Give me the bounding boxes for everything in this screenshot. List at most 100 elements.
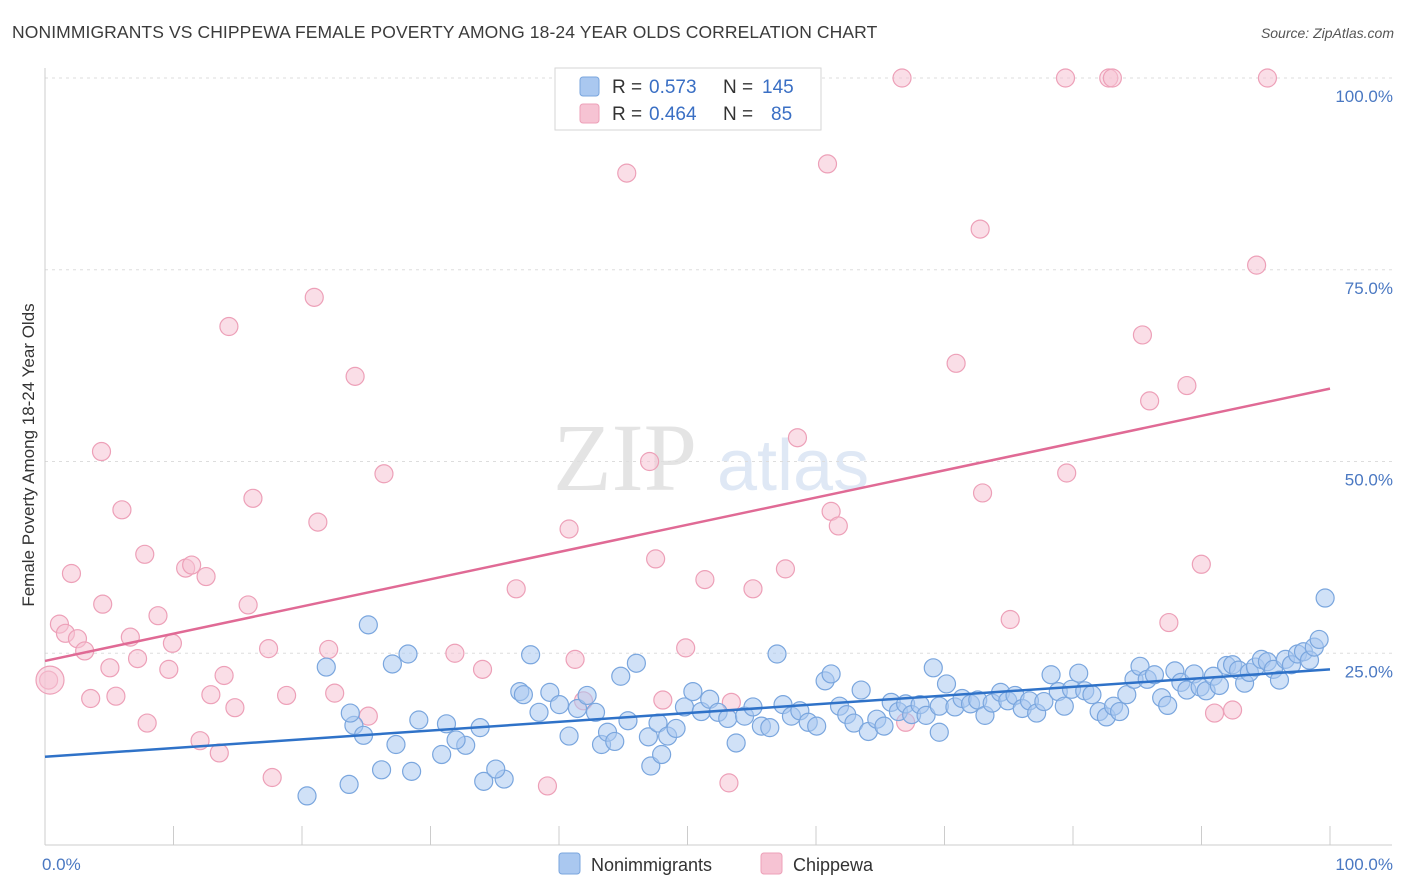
chippewa-point-7	[91, 441, 112, 462]
nonimmigrants-point-127	[1269, 670, 1290, 690]
nonimmigrants-point-94	[1054, 696, 1074, 716]
nonimmigrants-point-53	[760, 718, 780, 738]
chippewa-point-58	[817, 154, 838, 174]
y-tick-label-0: 25.0%	[1345, 662, 1393, 681]
chippewa-point-14	[135, 544, 155, 564]
legend-n-label-1: N =	[723, 104, 753, 125]
gridlines	[45, 77, 1392, 654]
legend-r-label-0: R =	[612, 77, 642, 98]
chippewa-point-30	[258, 639, 279, 659]
chippewa-point-10	[106, 686, 126, 706]
chippewa-point-57	[787, 428, 808, 448]
chippewa-point-66	[1000, 609, 1020, 630]
trend-lines	[44, 387, 1331, 759]
bottom-legend-chippewa: Chippewa	[793, 855, 874, 875]
chippewa-point-6	[81, 688, 101, 709]
nonimmigrants-point-68	[874, 716, 894, 736]
chippewa-point-28	[238, 595, 258, 615]
x-tick-label-0: 0.0%	[42, 855, 81, 874]
nonimmigrants-point-91	[1034, 691, 1054, 712]
chippewa-point-29	[243, 488, 263, 508]
chippewa-point-73	[1159, 612, 1179, 633]
nonimmigrants-point-22	[398, 644, 418, 664]
nonimmigrants-point-76	[929, 722, 949, 742]
chippewa-point-22	[196, 566, 216, 587]
x-tick-label-1: 100.0%	[1335, 855, 1393, 874]
nonimmigrants-point-102	[1109, 701, 1130, 722]
nonimmigrants-trend-line	[44, 668, 1331, 759]
nonimmigrants-point-64	[844, 713, 864, 733]
chippewa-point-41	[472, 659, 493, 679]
y-tick-label-2: 75.0%	[1345, 279, 1393, 298]
nonimmigrants-point-25	[521, 645, 541, 665]
chippewa-point-51	[676, 638, 696, 658]
nonimmigrants-point-12	[446, 730, 466, 750]
nonimmigrants-point-74	[916, 705, 936, 725]
bottom-legend-nonimmigrants: Nonimmigrants	[591, 855, 712, 875]
nonimmigrants-point-20	[316, 657, 336, 677]
chippewa-point-60	[828, 516, 848, 536]
y-tick-label-3: 100.0%	[1335, 87, 1393, 106]
chippewa-point-49	[646, 549, 666, 569]
chippewa-point-27	[225, 698, 245, 718]
chippewa-point-48	[640, 451, 660, 472]
legend-n-label-0: N =	[723, 77, 753, 98]
nonimmigrants-point-5	[474, 771, 494, 791]
nonimmigrants-point-109	[1158, 695, 1178, 716]
chippewa-point-74	[1177, 375, 1197, 396]
chippewa-point-3	[61, 563, 82, 584]
chippewa-point-42	[506, 579, 526, 599]
legend-r-value-1: 0.464	[649, 104, 697, 125]
nonimmigrants-point-92	[1041, 665, 1061, 685]
chippewa-point-72	[1140, 391, 1160, 411]
nonimmigrants-point-31	[577, 685, 597, 706]
chippewa-point-52	[695, 570, 715, 590]
nonimmigrants-point-134	[1309, 629, 1329, 650]
axes	[44, 68, 1392, 846]
chippewa-point-50	[653, 690, 673, 710]
chippewa-point-37	[345, 366, 365, 386]
chippewa-point-43	[537, 776, 558, 796]
nonimmigrants-point-9	[486, 759, 506, 779]
chippewa-point-55	[743, 579, 763, 599]
bottom-legend-swatch-nonimmigrants	[558, 852, 581, 875]
nonimmigrants-point-14	[409, 710, 429, 730]
source-label: Source: ZipAtlas.com	[1260, 25, 1394, 41]
chippewa-point-17	[159, 659, 179, 679]
chart-title: NONIMMIGRANTS VS CHIPPEWA FEMALE POVERTY…	[12, 22, 878, 42]
legend-n-value-0: 145	[762, 77, 794, 98]
chippewa-point-9	[100, 658, 120, 678]
nonimmigrants-point-54	[767, 644, 787, 664]
chippewa-point-64	[970, 219, 990, 239]
chippewa-point-47	[617, 163, 637, 183]
chippewa-point-33	[304, 287, 324, 307]
nonimmigrants-point-98	[1082, 685, 1102, 705]
nonimmigrants-point-135	[1315, 588, 1335, 608]
y-tick-label-1: 50.0%	[1345, 471, 1393, 490]
chippewa-point-68	[1057, 463, 1077, 483]
chippewa-point-32	[277, 685, 297, 706]
chippewa-point-44	[559, 519, 579, 539]
chippewa-point-61	[892, 68, 912, 88]
chippewa-point-8	[93, 594, 113, 614]
nonimmigrants-point-39	[638, 727, 659, 747]
chippewa-point-36	[325, 683, 345, 703]
nonimmigrants-point-44	[683, 681, 703, 702]
nonimmigrants-point-4	[432, 744, 452, 765]
nonimmigrants-point-59	[807, 716, 827, 736]
chippewa-point-13	[127, 649, 148, 669]
nonimmigrants-point-19	[358, 615, 378, 635]
chippewa-point-35	[319, 639, 339, 660]
chippewa-point-75	[1191, 554, 1211, 574]
chippewa-point-40	[445, 643, 465, 663]
chippewa-point-20	[182, 555, 202, 575]
chippewa-point-77	[1222, 700, 1243, 720]
chippewa-point-31	[262, 767, 282, 788]
chippewa-point-23	[201, 685, 221, 705]
nonimmigrants-point-3	[402, 761, 422, 781]
nonimmigrants-point-21	[382, 654, 402, 674]
nonimmigrants-points	[297, 588, 1335, 806]
nonimmigrants-point-1	[339, 774, 359, 795]
nonimmigrants-point-75	[923, 658, 943, 678]
